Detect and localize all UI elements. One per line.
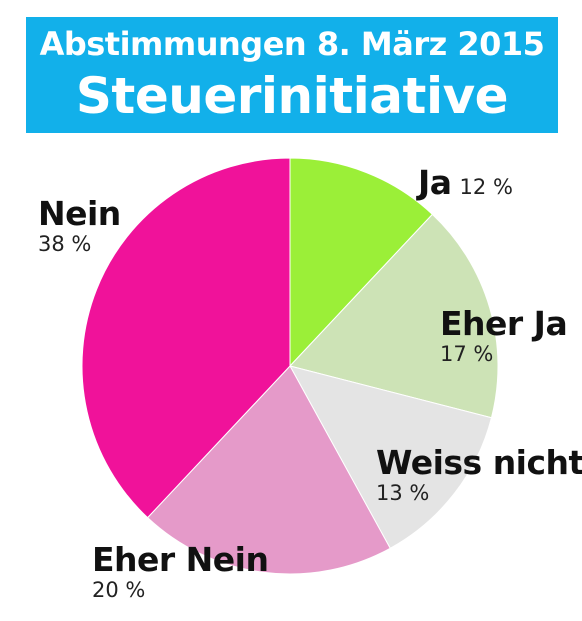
label-ja-value: 12 % xyxy=(459,175,513,199)
label-ja-name: Ja xyxy=(418,163,452,202)
label-nein-name: Nein xyxy=(38,194,121,233)
pie-slice-eher-nein xyxy=(146,365,391,575)
pie-slice-ja xyxy=(289,157,434,368)
label-eher-ja-value: 17 % xyxy=(440,342,494,366)
pie-slice-weiss-nicht xyxy=(289,365,493,549)
pie-slices xyxy=(81,157,499,575)
pie-slice-eher-ja xyxy=(289,213,499,419)
label-eher-nein-value: 20 % xyxy=(92,578,146,602)
label-weiss-nicht: Weiss nicht 13 % xyxy=(376,443,582,506)
label-ja: Ja 12 % xyxy=(418,165,513,201)
label-weiss-nicht-value: 13 % xyxy=(376,481,430,505)
title-banner: Abstimmungen 8. März 2015 Steuerinitiati… xyxy=(26,17,558,133)
label-nein-value: 38 % xyxy=(38,232,92,256)
title-subject: Steuerinitiative xyxy=(75,67,509,125)
title-date: Abstimmungen 8. März 2015 xyxy=(39,25,545,63)
pie-slice-nein xyxy=(81,157,291,519)
label-eher-ja: Eher Ja 17 % xyxy=(440,304,568,367)
label-eher-nein-name: Eher Nein xyxy=(92,540,269,579)
label-eher-nein: Eher Nein 20 % xyxy=(92,540,269,603)
label-nein: Nein 38 % xyxy=(38,194,121,257)
label-eher-ja-name: Eher Ja xyxy=(440,304,568,343)
label-weiss-nicht-name: Weiss nicht xyxy=(376,443,582,482)
